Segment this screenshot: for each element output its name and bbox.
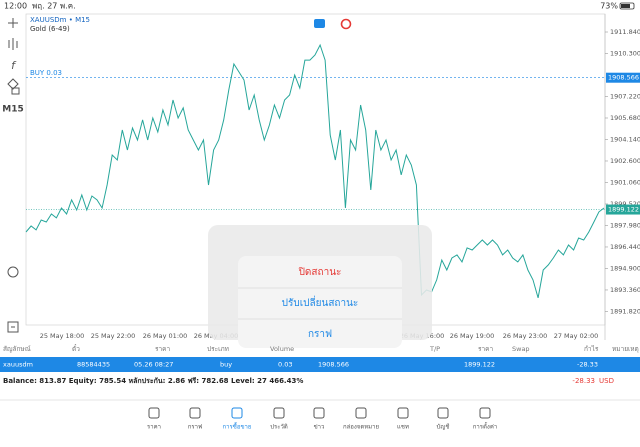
- dialog-box: [238, 256, 402, 348]
- tab-bar: ราคา กราฟ การซื้อขาย ประวัติ ข่าว กล่องจดหมาย…: [147, 407, 497, 431]
- price-line: [25, 43, 605, 299]
- table-header: ประเภท: [207, 345, 229, 353]
- timeframe-button[interactable]: M15: [2, 105, 23, 115]
- dialog-item[interactable]: ปิดสถานะ: [298, 267, 341, 278]
- x-tick-label: 25 May 22:00: [91, 332, 136, 340]
- x-tick-label: 26 May 01:00: [143, 332, 188, 340]
- tab-label[interactable]: กล่องจดหมาย: [343, 424, 379, 431]
- y-tick-label: 1904.140: [610, 135, 640, 143]
- y-tick-label: 1910.300: [610, 50, 640, 58]
- plot: 1911.840 1910.300 1907.220 1905.680 1904.140…: [25, 28, 640, 340]
- dialog-item[interactable]: กราฟ: [308, 329, 332, 340]
- one-click-icon[interactable]: [314, 19, 325, 28]
- x-tick-label: 26 May 19:00: [450, 332, 495, 340]
- row-cell: -28.33: [577, 361, 598, 369]
- currency: USD: [599, 377, 614, 385]
- table-header: Swap: [512, 345, 530, 353]
- current-price-label: 1899.122: [608, 206, 639, 214]
- chart-symbol: XAUUSDm • M15: [30, 16, 90, 24]
- table-header: ตั๋ว: [72, 344, 80, 353]
- y-tick-label: 1897.980: [610, 221, 640, 229]
- table-header: Volume: [270, 345, 294, 353]
- table-header: กำไร: [584, 345, 599, 353]
- table-header: สัญลักษณ์: [3, 345, 31, 353]
- y-tick-label: 1905.680: [610, 114, 640, 122]
- function-icon[interactable]: f: [11, 59, 17, 72]
- positions-table: สัญลักษณ์ ตั๋ว ราคา ประเภท Volume T/P ราคา Swap…: [0, 344, 640, 385]
- row-cell: xauusdm: [3, 361, 33, 369]
- row-cell: buy: [220, 361, 232, 369]
- status-time: 12:00: [4, 2, 27, 11]
- x-tick-label: 26 May 23:00: [503, 332, 548, 340]
- tab-label[interactable]: การซื้อขาย: [223, 421, 252, 431]
- battery-icon: [619, 2, 635, 10]
- tab-icon[interactable]: [148, 407, 160, 419]
- table-header: หมายเหตุ: [612, 345, 639, 353]
- tab-icon[interactable]: [355, 407, 367, 419]
- status-date: พฤ. 27 พ.ค.: [32, 2, 76, 11]
- tab-icon[interactable]: [189, 407, 201, 419]
- x-tick-label: 27 May 02:00: [554, 332, 599, 340]
- row-cell: 1899.122: [464, 361, 495, 369]
- tab-label[interactable]: กราฟ: [188, 424, 202, 431]
- row-cell: 1908.566: [318, 361, 349, 369]
- y-tick-label: 1911.840: [610, 28, 640, 36]
- y-tick-label: 1901.060: [610, 178, 640, 186]
- y-tick-label: 1902.600: [610, 157, 640, 165]
- y-tick-label: 1893.360: [610, 286, 640, 294]
- tab-label[interactable]: การตั้งค่า: [473, 421, 497, 431]
- y-tick-label: 1894.900: [610, 264, 640, 272]
- selected-row[interactable]: [0, 357, 640, 372]
- tab-label[interactable]: ราคา: [147, 424, 161, 431]
- tab-label[interactable]: แชท: [397, 424, 409, 431]
- y-tick-label: 1896.440: [610, 243, 640, 251]
- objects-icon[interactable]: [7, 78, 20, 95]
- sync-icon[interactable]: [340, 18, 352, 30]
- row-cell: 88584435: [77, 361, 110, 369]
- status-battery: 73%: [600, 2, 618, 11]
- balance-line: Balance: 813.87 Equity: 785.54 หลักประกั…: [3, 377, 303, 385]
- tab-icon[interactable]: [479, 407, 491, 419]
- trade-icon[interactable]: [7, 266, 19, 278]
- tab-label[interactable]: บัญชี: [437, 423, 450, 431]
- table-header: ราคา: [155, 345, 170, 353]
- tab-icon[interactable]: [273, 407, 285, 419]
- tab-icon[interactable]: [437, 407, 449, 419]
- row-cell: 0.03: [278, 361, 292, 369]
- add-icon[interactable]: [7, 321, 19, 333]
- indicator-icon[interactable]: [8, 38, 18, 50]
- y-tick-label: 1891.820: [610, 307, 640, 315]
- dialog-item[interactable]: ปรับเปลี่ยนสถานะ: [282, 295, 359, 309]
- order-price-tag: [606, 72, 640, 83]
- chart-description: Gold (6-49): [30, 25, 70, 33]
- table-header: ราคา: [478, 345, 493, 353]
- y-tick-label: 1907.220: [610, 92, 640, 100]
- x-tick-label: 25 May 18:00: [40, 332, 85, 340]
- current-price-tag: [606, 204, 640, 215]
- tab-label[interactable]: ข่าว: [314, 424, 325, 431]
- table-header: T/P: [429, 345, 440, 353]
- row-cell: 05.26 08:27: [134, 361, 173, 369]
- crosshair-icon[interactable]: [8, 18, 18, 28]
- tab-icon[interactable]: [313, 407, 325, 419]
- total-profit: -28.33: [572, 377, 595, 385]
- y-tick-label: 1899.520: [610, 200, 640, 208]
- order-label: BUY 0.03: [30, 69, 62, 77]
- tab-label[interactable]: ประวัติ: [270, 424, 288, 431]
- tab-icon[interactable]: [231, 407, 243, 419]
- tab-icon[interactable]: [397, 407, 409, 419]
- order-price-label: 1908.566: [608, 74, 639, 82]
- left-toolbar: f: [7, 18, 20, 333]
- battery-level: [621, 4, 630, 8]
